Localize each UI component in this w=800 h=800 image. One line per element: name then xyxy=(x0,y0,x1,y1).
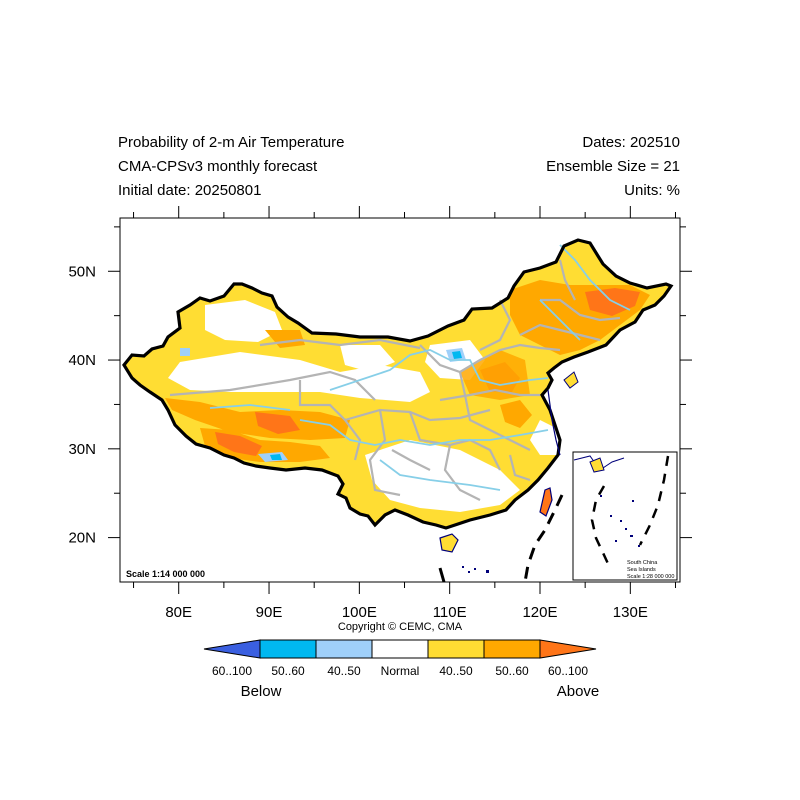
lon-label: 120E xyxy=(522,604,557,621)
colorbar-label-above-60-100: 60..100 xyxy=(548,664,588,678)
copyright: Copyright © CEMC, CMA xyxy=(338,621,463,633)
forecast-dates: Dates: 202510 xyxy=(582,134,680,151)
shade-above-50-60-north-xinjiang xyxy=(265,330,305,348)
pearl-river xyxy=(379,459,501,491)
island-dot xyxy=(486,570,489,573)
shandong-coast xyxy=(563,371,579,389)
small-islands xyxy=(462,566,489,573)
colorbar-label-normal: Normal xyxy=(381,664,420,678)
province-line xyxy=(519,323,601,342)
hainan-island xyxy=(439,533,459,553)
yangtze-river xyxy=(299,419,549,446)
province-line xyxy=(344,408,491,422)
inset-scale: Scale 1:28 000 000 xyxy=(627,574,674,580)
initial-date: Initial date: 20250801 xyxy=(118,182,262,199)
inset-title-2: Sea Islands xyxy=(627,567,656,573)
shade-above-50-60-central xyxy=(500,400,532,428)
nine-dash-line-main xyxy=(523,494,564,582)
province-line xyxy=(443,444,481,501)
colorbar-below-40-50 xyxy=(315,639,373,659)
shade-normal-gansu xyxy=(340,345,395,372)
tibet-river xyxy=(209,404,291,411)
province-line xyxy=(368,409,401,497)
shade-normal-east-coast xyxy=(530,420,560,455)
colorbar-above-40-50 xyxy=(427,639,485,659)
taiwan-island xyxy=(539,487,553,517)
province-line xyxy=(259,338,421,350)
lon-label: 110E xyxy=(433,604,467,621)
colorbar-above-60-100 xyxy=(539,639,597,659)
colorbar-below-50-60 xyxy=(259,639,317,659)
colorbar-label-below-40-50: 40..50 xyxy=(327,664,361,678)
songhua-river xyxy=(539,299,581,341)
lon-label: 100E xyxy=(342,604,377,621)
province-line xyxy=(391,449,431,471)
inset-map: South China Sea Islands Scale 1:28 000 0… xyxy=(572,451,678,581)
island-dot xyxy=(620,520,622,522)
units-label: Units: % xyxy=(624,182,680,199)
island-dot xyxy=(474,568,476,570)
island-dot xyxy=(610,515,612,517)
province-line xyxy=(540,298,621,322)
inset-nine-dash-line xyxy=(590,455,670,569)
colorbar-above-label: Above xyxy=(557,683,600,700)
island-dot xyxy=(468,571,470,573)
province-line xyxy=(298,380,362,461)
colorbar-label-above-50-60: 50..60 xyxy=(495,664,529,678)
island-dot xyxy=(600,495,602,497)
colorbar-label-below-60-100: 60..100 xyxy=(212,664,252,678)
province-line xyxy=(479,299,512,351)
colorbar-above-50-60 xyxy=(483,639,541,659)
map-title: Probability of 2-m Air Temperature xyxy=(118,134,345,151)
scale-main-label: Scale 1:14 000 000 xyxy=(126,569,205,579)
inset-islands xyxy=(600,495,640,547)
colorbar-normal xyxy=(371,639,429,659)
shade-normal-south xyxy=(365,440,520,512)
island-dot xyxy=(462,566,464,568)
province-line xyxy=(419,343,561,374)
ensemble-size: Ensemble Size = 21 xyxy=(546,158,680,175)
heilongjiang-river xyxy=(559,244,631,311)
lon-label: 130E xyxy=(613,604,648,621)
east-coastline xyxy=(547,389,561,456)
province-line xyxy=(558,259,576,301)
island-dot xyxy=(632,500,634,502)
province-line xyxy=(408,411,501,471)
lon-label: 90E xyxy=(256,604,283,621)
nine-dash-line-left xyxy=(438,567,446,582)
inset-hainan xyxy=(589,457,605,473)
yellow-river xyxy=(329,349,549,391)
province-borders xyxy=(169,259,621,501)
province-line xyxy=(439,388,540,402)
rivers xyxy=(209,244,631,491)
shade-below-50-60-gansu xyxy=(452,351,462,359)
province-line xyxy=(169,370,376,401)
model-subtitle: CMA-CPSv3 monthly forecast xyxy=(118,158,318,175)
shade-above-60-100-tibet xyxy=(215,432,262,456)
lat-label: 30N xyxy=(68,441,96,458)
colorbar-below-label: Below xyxy=(241,683,282,700)
shade-below-40-50-west xyxy=(180,348,190,356)
island-dot xyxy=(638,545,640,547)
lat-label: 40N xyxy=(68,352,96,369)
axes-ticks: 50N 40N 30N 20N 80E 90E 100E 110E 120E 130E xyxy=(68,206,692,621)
island-dot xyxy=(615,540,617,542)
colorbar-label-below-50-60: 50..60 xyxy=(271,664,305,678)
colorbar: 60..100 50..60 40..50 Normal 40..50 50..… xyxy=(203,639,600,700)
shade-below-50-60-tibet xyxy=(270,454,282,460)
colorbar-below-60-100 xyxy=(203,639,261,659)
province-line xyxy=(458,371,531,451)
lon-label: 80E xyxy=(165,604,192,621)
lat-label: 50N xyxy=(68,263,96,280)
island-dot xyxy=(630,535,633,537)
inset-title-1: South China xyxy=(627,560,658,566)
shade-normal-north-xinjiang xyxy=(205,300,282,342)
province-line xyxy=(508,454,531,482)
inset-frame xyxy=(572,451,678,581)
colorbar-label-above-40-50: 40..50 xyxy=(439,664,473,678)
island-dot xyxy=(625,528,627,530)
shade-above-60-100-tibet-2 xyxy=(255,412,300,434)
lat-label: 20N xyxy=(68,530,96,547)
